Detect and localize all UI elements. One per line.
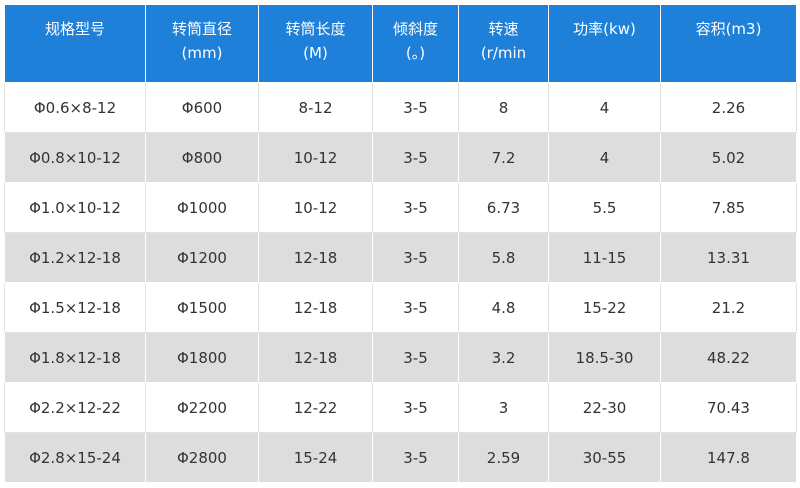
table-cell: Φ1000 bbox=[145, 182, 259, 233]
table-cell: Φ1.2×12-18 bbox=[4, 232, 146, 283]
table-cell: 13.31 bbox=[660, 232, 797, 283]
table-cell: 3-5 bbox=[372, 182, 459, 233]
table-cell: Φ1.0×10-12 bbox=[4, 182, 146, 233]
table-cell: Φ1800 bbox=[145, 332, 259, 383]
table-cell: 4 bbox=[548, 82, 661, 133]
table-cell: Φ1500 bbox=[145, 282, 259, 333]
table-cell: Φ600 bbox=[145, 82, 259, 133]
table-cell: Φ1200 bbox=[145, 232, 259, 283]
header-text: 倾斜度 bbox=[392, 20, 438, 38]
table-cell: 22-30 bbox=[548, 382, 661, 433]
table-cell: 5.02 bbox=[660, 132, 797, 183]
table-cell: Φ2.2×12-22 bbox=[4, 382, 146, 433]
table-cell: 147.8 bbox=[660, 432, 797, 483]
table-cell: 4 bbox=[548, 132, 661, 183]
table-cell: 7.85 bbox=[660, 182, 797, 233]
table-cell: 3-5 bbox=[372, 232, 459, 283]
table-cell: 10-12 bbox=[258, 132, 373, 183]
table-cell: Φ2200 bbox=[145, 382, 259, 433]
table-cell: Φ2800 bbox=[145, 432, 259, 483]
table-cell: 5.8 bbox=[458, 232, 549, 283]
table-cell: Φ0.8×10-12 bbox=[4, 132, 146, 183]
table-cell: 2.26 bbox=[660, 82, 797, 133]
table-cell: 12-22 bbox=[258, 382, 373, 433]
table-row: Φ0.8×10-12 Φ800 10-12 3-5 7.2 4 5.02 bbox=[4, 132, 797, 183]
header-text: (r/min bbox=[480, 44, 527, 62]
header-text: 规格型号 bbox=[44, 20, 105, 38]
table-cell: 3-5 bbox=[372, 382, 459, 433]
table-cell: 2.59 bbox=[458, 432, 549, 483]
header-cell: 转速 (r/min bbox=[458, 4, 549, 83]
header-text: 功率(kw) bbox=[573, 20, 636, 38]
table-cell: 48.22 bbox=[660, 332, 797, 383]
table-cell: 3 bbox=[458, 382, 549, 433]
table-cell: 3-5 bbox=[372, 282, 459, 333]
table-cell: Φ1.8×12-18 bbox=[4, 332, 146, 383]
header-cell: 转筒长度 (M) bbox=[258, 4, 373, 83]
table-cell: 11-15 bbox=[548, 232, 661, 283]
table-cell: 3-5 bbox=[372, 132, 459, 183]
table-cell: 30-55 bbox=[548, 432, 661, 483]
header-text: 容积(m3) bbox=[695, 20, 762, 38]
table-cell: 7.2 bbox=[458, 132, 549, 183]
table-cell: 15-24 bbox=[258, 432, 373, 483]
table-cell: 15-22 bbox=[548, 282, 661, 333]
header-text: 转筒直径 bbox=[171, 20, 232, 38]
table-cell: 3-5 bbox=[372, 332, 459, 383]
header-cell: 功率(kw) bbox=[548, 4, 661, 83]
table-cell: 18.5-30 bbox=[548, 332, 661, 383]
table-row: Φ2.2×12-22 Φ2200 12-22 3-5 3 22-30 70.43 bbox=[4, 382, 797, 433]
table-cell: Φ0.6×8-12 bbox=[4, 82, 146, 133]
table-row: Φ2.8×15-24 Φ2800 15-24 3-5 2.59 30-55 147.8 bbox=[4, 432, 797, 483]
table-row: Φ1.8×12-18 Φ1800 12-18 3-5 3.2 18.5-30 48.22 bbox=[4, 332, 797, 383]
table-row: Φ1.5×12-18 Φ1500 12-18 3-5 4.8 15-22 21.2 bbox=[4, 282, 797, 333]
table-row: Φ1.0×10-12 Φ1000 10-12 3-5 6.73 5.5 7.85 bbox=[4, 182, 797, 233]
table-cell: 10-12 bbox=[258, 182, 373, 233]
table-cell: Φ800 bbox=[145, 132, 259, 183]
header-cell: 规格型号 bbox=[4, 4, 146, 83]
table-cell: 5.5 bbox=[548, 182, 661, 233]
table-body: Φ0.6×8-12 Φ600 8-12 3-5 8 4 2.26 Φ0.8×10-12 Φ800… bbox=[4, 82, 797, 483]
table-cell: 12-18 bbox=[258, 332, 373, 383]
table-cell: 12-18 bbox=[258, 232, 373, 283]
table-cell: 8 bbox=[458, 82, 549, 133]
spec-table: 规格型号 转筒直径 (mm) 转筒长度 (M) 倾斜度 (。) 转速 (r/min 功率(kw) 容… bbox=[4, 4, 797, 483]
table-cell: 3-5 bbox=[372, 432, 459, 483]
header-text: (。) bbox=[405, 44, 426, 62]
header-cell: 转筒直径 (mm) bbox=[145, 4, 259, 83]
table-cell: 3.2 bbox=[458, 332, 549, 383]
table-cell: Φ2.8×15-24 bbox=[4, 432, 146, 483]
header-text: 转速 bbox=[488, 20, 519, 38]
table-row: Φ1.2×12-18 Φ1200 12-18 3-5 5.8 11-15 13.31 bbox=[4, 232, 797, 283]
table-cell: 4.8 bbox=[458, 282, 549, 333]
table-cell: 12-18 bbox=[258, 282, 373, 333]
table-cell: 3-5 bbox=[372, 82, 459, 133]
table-cell: 21.2 bbox=[660, 282, 797, 333]
table-cell: 8-12 bbox=[258, 82, 373, 133]
table-cell: 6.73 bbox=[458, 182, 549, 233]
table-cell: Φ1.5×12-18 bbox=[4, 282, 146, 333]
header-cell: 容积(m3) bbox=[660, 4, 797, 83]
header-text: (mm) bbox=[181, 44, 223, 62]
table-row: Φ0.6×8-12 Φ600 8-12 3-5 8 4 2.26 bbox=[4, 82, 797, 133]
header-cell: 倾斜度 (。) bbox=[372, 4, 459, 83]
header-text: 转筒长度 bbox=[285, 20, 346, 38]
header-row: 规格型号 转筒直径 (mm) 转筒长度 (M) 倾斜度 (。) 转速 (r/min 功率(kw) 容… bbox=[4, 4, 797, 83]
table-cell: 70.43 bbox=[660, 382, 797, 433]
header-text: (M) bbox=[303, 44, 328, 62]
